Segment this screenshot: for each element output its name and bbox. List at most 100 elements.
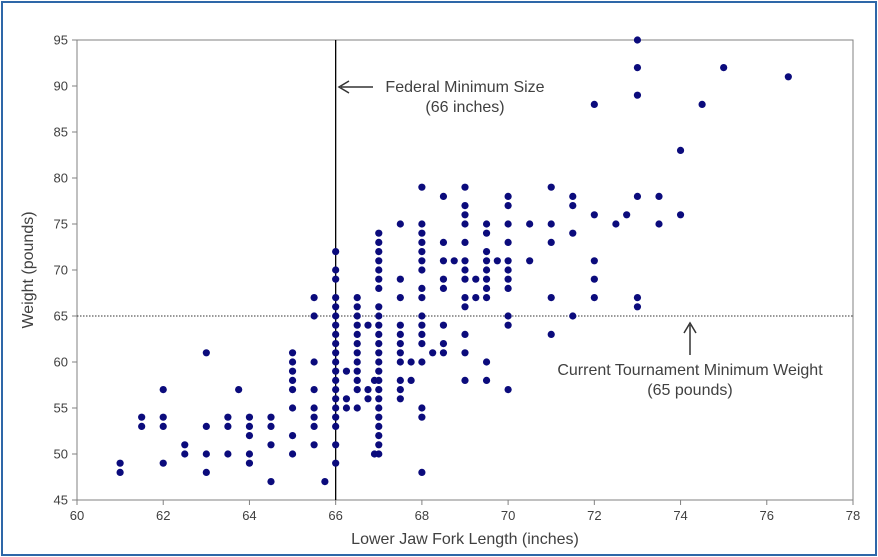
data-point (439, 340, 448, 348)
data-point (375, 349, 383, 357)
data-point (267, 478, 275, 486)
data-point (310, 413, 318, 421)
data-point (288, 376, 297, 384)
data-point (375, 340, 383, 348)
data-point (418, 294, 426, 302)
data-point (288, 450, 297, 458)
data-point (698, 100, 706, 108)
data-point (332, 358, 340, 366)
data-point (116, 459, 124, 467)
data-point (375, 312, 383, 320)
tournament-annotation-line-2: (65 pounds) (647, 382, 732, 399)
data-point (590, 211, 598, 219)
data-point (418, 340, 426, 348)
data-point (418, 358, 426, 366)
data-point (482, 284, 491, 292)
scatter-chart: 60 62 64 66 68 70 72 74 76 78 45 50 55 60 65 70 75 80 85 9… (20, 33, 860, 549)
data-point (202, 422, 210, 430)
data-point (482, 275, 491, 283)
tournament-arrow-head (683, 321, 697, 334)
data-point (439, 257, 448, 265)
y-tick-label: 80 (54, 171, 68, 186)
data-point (353, 358, 361, 366)
data-point (202, 349, 210, 357)
y-tick-label: 95 (54, 33, 68, 48)
data-point (547, 330, 555, 338)
data-point (590, 294, 598, 302)
data-point (375, 321, 383, 329)
data-point (482, 220, 491, 228)
data-point (633, 303, 642, 311)
data-point (655, 192, 663, 200)
data-point (245, 422, 254, 430)
federal-minimum-annotation: Federal Minimum Size (66 inches) (337, 79, 545, 116)
data-point (342, 395, 351, 403)
data-point (342, 404, 351, 412)
y-tick-label: 45 (54, 493, 68, 508)
data-point (353, 404, 361, 412)
data-point (181, 441, 189, 449)
data-point (332, 275, 340, 283)
data-point (547, 294, 555, 302)
data-point (407, 358, 415, 366)
data-point (784, 73, 792, 81)
data-point (375, 284, 383, 292)
data-point (375, 441, 383, 449)
data-point (590, 257, 598, 265)
x-tick-label: 74 (673, 508, 687, 523)
data-point (332, 321, 340, 329)
data-point (288, 386, 297, 394)
data-point (375, 404, 383, 412)
data-point (504, 284, 512, 292)
y-tick-label: 55 (54, 401, 68, 416)
data-point (504, 321, 512, 329)
data-point (267, 422, 275, 430)
data-point (418, 284, 426, 292)
data-point (633, 294, 642, 302)
data-point (364, 386, 372, 394)
data-point (569, 312, 577, 320)
data-point (375, 238, 383, 246)
data-point (418, 183, 426, 191)
x-tick-label: 72 (587, 508, 601, 523)
y-tick-label: 50 (54, 447, 68, 462)
data-point (547, 220, 555, 228)
data-point (353, 312, 361, 320)
y-tick-label: 75 (54, 217, 68, 232)
data-point (332, 294, 340, 302)
data-point (353, 367, 361, 375)
data-point (569, 229, 577, 237)
data-point (396, 358, 404, 366)
y-tick-label: 70 (54, 263, 68, 278)
data-point (461, 257, 469, 265)
data-point (332, 422, 340, 430)
tournament-annotation-line-1: Current Tournament Minimum Weight (557, 362, 823, 379)
data-point (493, 257, 501, 265)
data-point (461, 349, 469, 357)
data-point (482, 248, 491, 256)
data-point (418, 312, 426, 320)
data-point (245, 413, 254, 421)
data-point (267, 413, 275, 421)
data-point (224, 450, 232, 458)
data-point (418, 220, 426, 228)
data-point (332, 303, 340, 311)
data-point (353, 340, 361, 348)
data-point (612, 220, 620, 228)
data-point (375, 358, 383, 366)
data-point (332, 413, 340, 421)
data-point (332, 395, 340, 403)
data-point (526, 257, 534, 265)
x-axis-title: Lower Jaw Fork Length (inches) (351, 531, 579, 548)
data-point (418, 404, 426, 412)
data-point (245, 450, 254, 458)
data-point (202, 450, 210, 458)
data-point (461, 330, 469, 338)
data-point (138, 413, 146, 421)
data-point (396, 321, 404, 329)
data-point (482, 294, 491, 302)
data-point (418, 248, 426, 256)
data-point (482, 229, 491, 237)
data-point (375, 367, 383, 375)
data-point (288, 367, 297, 375)
